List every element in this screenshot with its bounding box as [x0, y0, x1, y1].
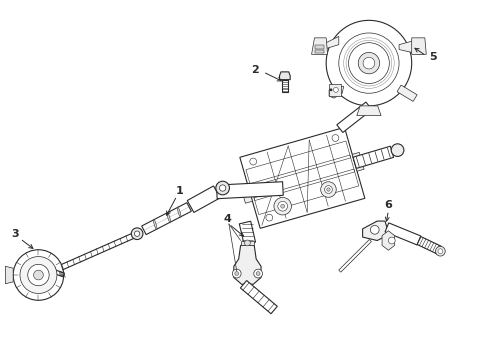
- Circle shape: [245, 240, 250, 246]
- Polygon shape: [241, 240, 254, 246]
- Polygon shape: [282, 80, 288, 92]
- Polygon shape: [52, 232, 137, 274]
- Circle shape: [134, 231, 140, 237]
- Polygon shape: [187, 186, 220, 212]
- Circle shape: [49, 270, 53, 274]
- Circle shape: [20, 257, 57, 293]
- Polygon shape: [329, 84, 341, 96]
- Polygon shape: [239, 221, 256, 245]
- Ellipse shape: [177, 207, 181, 217]
- Polygon shape: [363, 221, 387, 240]
- Circle shape: [389, 237, 395, 244]
- Ellipse shape: [167, 212, 171, 222]
- Polygon shape: [316, 45, 324, 49]
- Polygon shape: [241, 280, 277, 314]
- Ellipse shape: [153, 219, 157, 230]
- Circle shape: [391, 144, 404, 157]
- Circle shape: [330, 89, 332, 91]
- Circle shape: [278, 201, 288, 211]
- Circle shape: [436, 246, 445, 256]
- Circle shape: [235, 271, 239, 275]
- Circle shape: [324, 186, 332, 193]
- Polygon shape: [312, 38, 328, 54]
- Polygon shape: [279, 72, 290, 80]
- Circle shape: [266, 214, 272, 221]
- Circle shape: [250, 158, 257, 165]
- Polygon shape: [385, 223, 421, 245]
- Text: 4: 4: [223, 214, 231, 224]
- Polygon shape: [412, 38, 426, 54]
- Circle shape: [339, 33, 399, 93]
- Polygon shape: [357, 106, 381, 116]
- Circle shape: [232, 269, 241, 278]
- Circle shape: [363, 57, 375, 69]
- Polygon shape: [382, 231, 394, 250]
- Polygon shape: [329, 86, 343, 98]
- Circle shape: [348, 43, 390, 84]
- Circle shape: [13, 250, 64, 300]
- Polygon shape: [217, 182, 283, 199]
- Circle shape: [281, 204, 285, 208]
- Circle shape: [131, 228, 143, 239]
- Polygon shape: [142, 203, 191, 235]
- Polygon shape: [417, 237, 441, 254]
- Text: 2: 2: [251, 66, 259, 75]
- Polygon shape: [5, 266, 13, 284]
- Polygon shape: [316, 50, 324, 53]
- Polygon shape: [52, 269, 64, 277]
- Circle shape: [332, 135, 339, 141]
- Circle shape: [254, 269, 263, 278]
- Polygon shape: [397, 85, 417, 102]
- Circle shape: [220, 185, 226, 191]
- Text: 6: 6: [385, 199, 392, 210]
- Text: 1: 1: [175, 186, 183, 196]
- Polygon shape: [399, 41, 423, 54]
- Circle shape: [334, 87, 338, 92]
- Polygon shape: [315, 36, 339, 50]
- Circle shape: [438, 249, 443, 254]
- Circle shape: [274, 197, 292, 215]
- Circle shape: [256, 271, 260, 275]
- Text: 5: 5: [429, 52, 437, 62]
- Polygon shape: [337, 102, 372, 132]
- Circle shape: [216, 181, 229, 195]
- Polygon shape: [339, 239, 371, 272]
- Circle shape: [370, 225, 379, 234]
- Polygon shape: [240, 127, 365, 228]
- Polygon shape: [241, 184, 252, 203]
- Circle shape: [358, 53, 380, 74]
- Circle shape: [327, 188, 330, 191]
- Polygon shape: [353, 146, 393, 168]
- Polygon shape: [352, 152, 364, 171]
- Circle shape: [34, 270, 43, 280]
- Circle shape: [320, 182, 336, 197]
- Circle shape: [326, 21, 412, 106]
- Polygon shape: [234, 246, 261, 284]
- Text: 3: 3: [11, 229, 19, 239]
- Circle shape: [28, 264, 49, 286]
